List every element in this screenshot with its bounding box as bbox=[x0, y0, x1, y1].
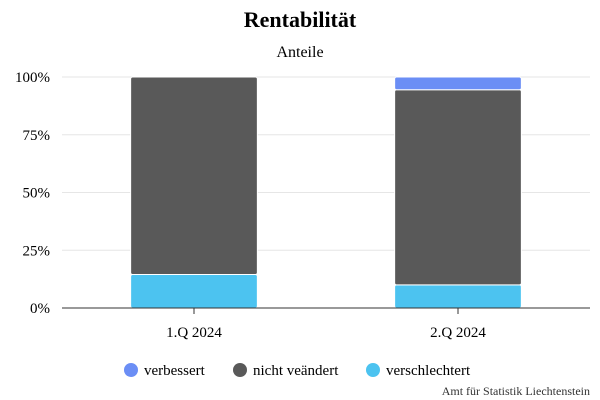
y-tick-label: 100% bbox=[15, 70, 50, 86]
legend-swatch bbox=[366, 363, 380, 377]
y-tick-label: 25% bbox=[23, 243, 51, 259]
x-tick-label: 2.Q 2024 bbox=[430, 325, 486, 341]
bar-segment[interactable] bbox=[394, 76, 522, 91]
chart-subtitle: Anteile bbox=[276, 44, 323, 61]
bar-segment[interactable] bbox=[394, 89, 522, 286]
bar-segment[interactable] bbox=[130, 76, 258, 276]
legend: verbessert nicht veändert verschlechtert bbox=[124, 363, 471, 379]
legend-swatch bbox=[124, 363, 138, 377]
credit-text: Amt für Statistik Liechtenstein bbox=[442, 384, 590, 398]
legend-label: verschlechtert bbox=[386, 363, 471, 379]
legend-item[interactable]: verschlechtert bbox=[366, 363, 471, 379]
axes: 0% 25% 50% 75% 100% 1.Q 2024 2.Q 2024 bbox=[15, 70, 590, 341]
legend-label: nicht veändert bbox=[253, 363, 339, 379]
legend-swatch bbox=[233, 363, 247, 377]
x-tick-label: 1.Q 2024 bbox=[166, 325, 222, 341]
bar-segment[interactable] bbox=[394, 284, 522, 309]
legend-label: verbessert bbox=[144, 363, 206, 379]
legend-item[interactable]: nicht veändert bbox=[233, 363, 339, 379]
bars bbox=[130, 76, 522, 309]
y-tick-label: 0% bbox=[30, 301, 50, 317]
y-tick-label: 50% bbox=[23, 186, 51, 202]
chart-title: Rentabilität bbox=[244, 7, 357, 32]
legend-item[interactable]: verbessert bbox=[124, 363, 206, 379]
y-tick-label: 75% bbox=[23, 128, 51, 144]
bar-segment[interactable] bbox=[130, 274, 258, 309]
